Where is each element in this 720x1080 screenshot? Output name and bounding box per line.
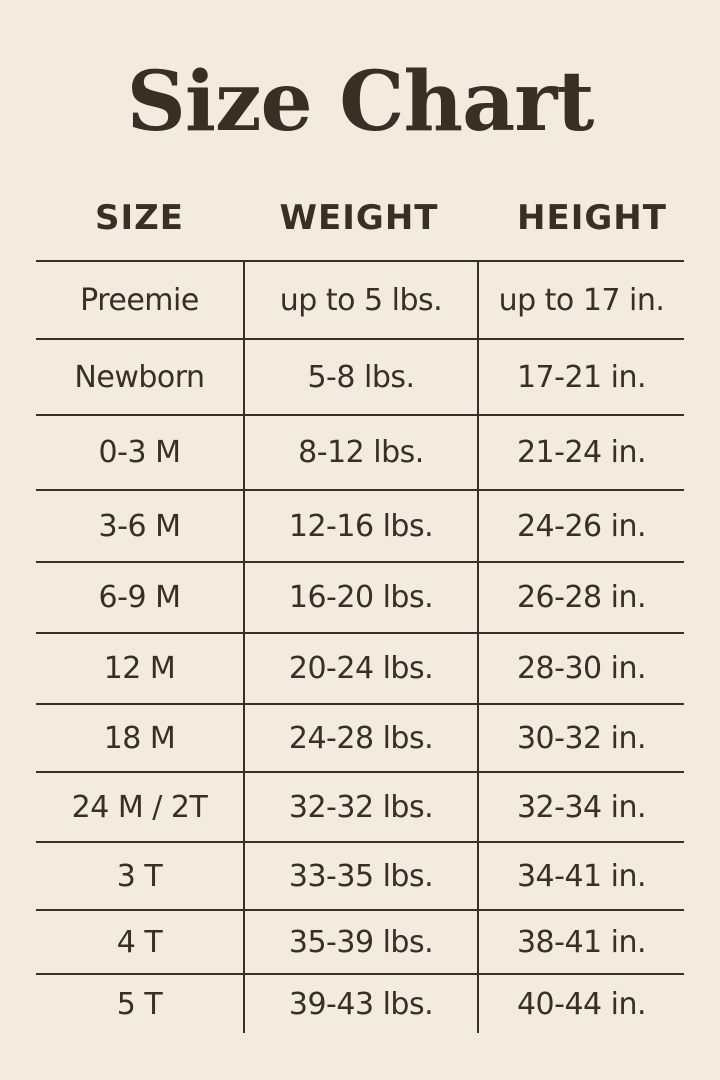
table-row: 0-3 M 8-12 lbs. 21-24 in. — [36, 414, 684, 489]
table-row: 24 M / 2T 32-32 lbs. 32-34 in. — [36, 771, 684, 841]
size-cell: 6-9 M — [98, 580, 181, 615]
height-cell: 24-26 in. — [477, 491, 684, 561]
page-title: Size Chart — [126, 54, 595, 150]
table-row: 3 T 33-35 lbs. 34-41 in. — [36, 841, 684, 909]
weight-cell: 12-16 lbs. — [243, 491, 477, 561]
size-cell: 4 T — [116, 924, 163, 960]
size-cell: Preemie — [80, 282, 199, 318]
weight-cell: 32-32 lbs. — [243, 773, 477, 841]
table-row: 3-6 M 12-16 lbs. 24-26 in. — [36, 489, 684, 561]
weight-cell: up to 5 lbs. — [243, 262, 477, 338]
height-cell: 21-24 in. — [477, 416, 684, 489]
size-cell: 18 M — [103, 720, 176, 756]
weight-cell: 16-20 lbs. — [243, 563, 477, 632]
size-cell: 5 T — [116, 986, 163, 1022]
table-row: 4 T 35-39 lbs. 38-41 in. — [36, 909, 684, 973]
height-cell: 28-30 in. — [477, 634, 684, 703]
size-cell: 24 M / 2T — [71, 789, 208, 825]
height-cell: 26-28 in. — [477, 563, 684, 632]
weight-cell: 24-28 lbs. — [243, 705, 477, 771]
table-row: Preemie up to 5 lbs. up to 17 in. — [36, 260, 684, 338]
table-row: 12 M 20-24 lbs. 28-30 in. — [36, 632, 684, 703]
weight-cell: 35-39 lbs. — [243, 911, 477, 973]
header-height: HEIGHT — [517, 198, 667, 238]
size-cell: 12 M — [103, 651, 176, 686]
height-cell: 40-44 in. — [477, 975, 684, 1033]
weight-cell: 33-35 lbs. — [243, 843, 477, 909]
height-cell: 34-41 in. — [477, 843, 684, 909]
height-cell: 30-32 in. — [477, 705, 684, 771]
size-cell: Newborn — [74, 359, 205, 395]
weight-cell: 20-24 lbs. — [243, 634, 477, 703]
table-row: Newborn 5-8 lbs. 17-21 in. — [36, 338, 684, 414]
height-cell: up to 17 in. — [477, 262, 684, 338]
table-row: 6-9 M 16-20 lbs. 26-28 in. — [36, 561, 684, 632]
table-row: 5 T 39-43 lbs. 40-44 in. — [36, 973, 684, 1033]
size-cell: 0-3 M — [98, 435, 181, 470]
height-cell: 17-21 in. — [477, 340, 684, 414]
weight-cell: 5-8 lbs. — [243, 340, 477, 414]
size-table: Preemie up to 5 lbs. up to 17 in. Newborn 5-… — [36, 260, 684, 1033]
size-cell: 3-6 M — [98, 508, 181, 544]
weight-cell: 39-43 lbs. — [243, 975, 477, 1033]
header-weight: WEIGHT — [279, 198, 439, 238]
size-cell: 3 T — [116, 858, 163, 894]
header-size: SIZE — [94, 198, 185, 238]
height-cell: 38-41 in. — [477, 911, 684, 973]
height-cell: 32-34 in. — [477, 773, 684, 841]
weight-cell: 8-12 lbs. — [243, 416, 477, 489]
table-row: 18 M 24-28 lbs. 30-32 in. — [36, 703, 684, 771]
